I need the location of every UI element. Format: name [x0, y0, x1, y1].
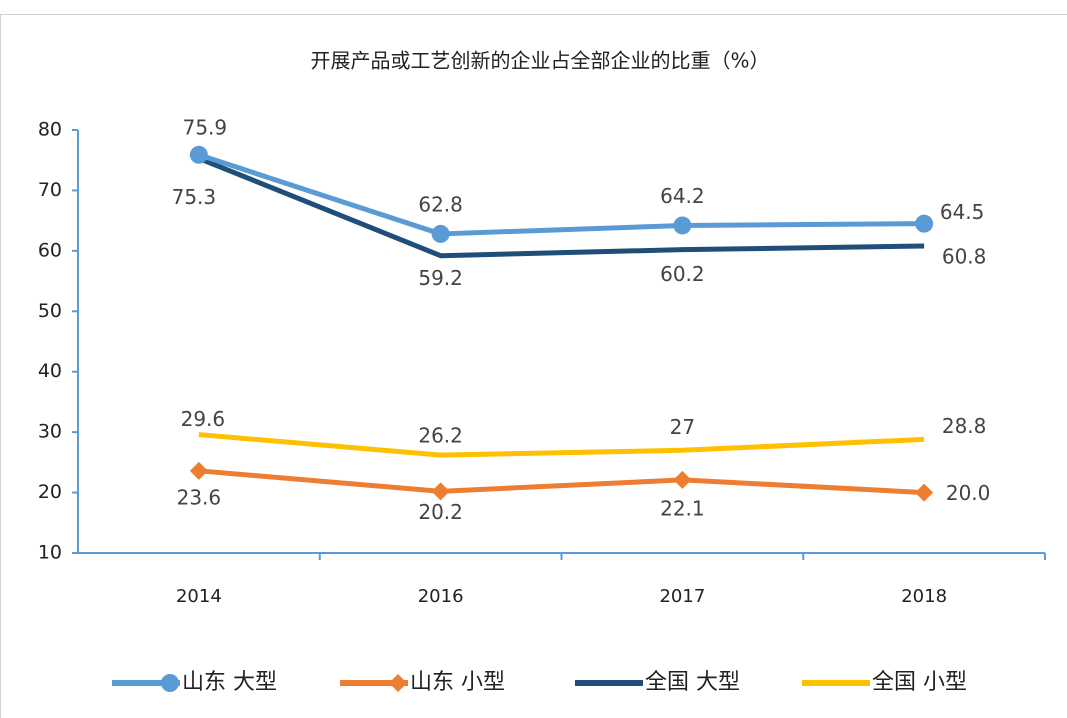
data-point: [431, 224, 450, 243]
x-tick-label: 2016: [418, 586, 464, 607]
y-tick-label: 70: [38, 179, 62, 201]
legend-label: 山东 大型: [182, 670, 277, 695]
data-label: 29.6: [181, 407, 226, 431]
legend-marker: [389, 674, 407, 692]
data-point: [189, 145, 208, 164]
series-line: [198, 468, 925, 496]
x-tick-label: 2014: [176, 586, 222, 607]
data-label: 60.2: [660, 262, 705, 286]
data-label: 28.8: [942, 414, 987, 438]
y-tick-label: 50: [38, 300, 62, 322]
data-label: 75.9: [183, 115, 228, 139]
data-point: [673, 216, 692, 235]
data-point: [915, 214, 934, 233]
data-label: 60.8: [942, 245, 987, 269]
data-label: 26.2: [418, 424, 463, 448]
data-label: 64.2: [660, 184, 705, 208]
y-tick-label: 40: [38, 360, 62, 382]
data-label: 64.5: [940, 200, 985, 224]
data-point: [915, 483, 934, 502]
y-tick-label: 80: [38, 119, 62, 141]
data-point: [189, 461, 208, 480]
y-tick-label: 10: [38, 542, 62, 564]
series-line: [198, 432, 925, 458]
data-label: 23.6: [177, 485, 222, 509]
data-label: 59.2: [418, 266, 463, 290]
data-label: 20.0: [946, 481, 991, 505]
series-line: [198, 152, 925, 237]
legend-label: 山东 小型: [410, 670, 505, 695]
chart-title: 开展产品或工艺创新的企业占全部企业的比重（%）: [310, 49, 769, 73]
legend-marker: [161, 674, 179, 692]
legend-label: 全国 大型: [645, 670, 740, 695]
data-label: 62.8: [418, 192, 463, 216]
legend-label: 全国 小型: [872, 670, 967, 695]
x-tick-label: 2017: [659, 586, 705, 607]
data-point: [673, 470, 692, 489]
y-tick-label: 20: [38, 481, 62, 503]
y-tick-label: 60: [38, 239, 62, 261]
data-label: 75.3: [172, 185, 217, 209]
chart-frame: [0, 14, 1067, 718]
series-line: [197, 156, 925, 259]
y-tick-label: 30: [38, 421, 62, 443]
data-label: 27: [670, 415, 695, 439]
data-label: 22.1: [660, 496, 705, 520]
data-point: [431, 482, 450, 501]
data-label: 20.2: [418, 500, 463, 524]
x-tick-label: 2018: [901, 586, 947, 607]
